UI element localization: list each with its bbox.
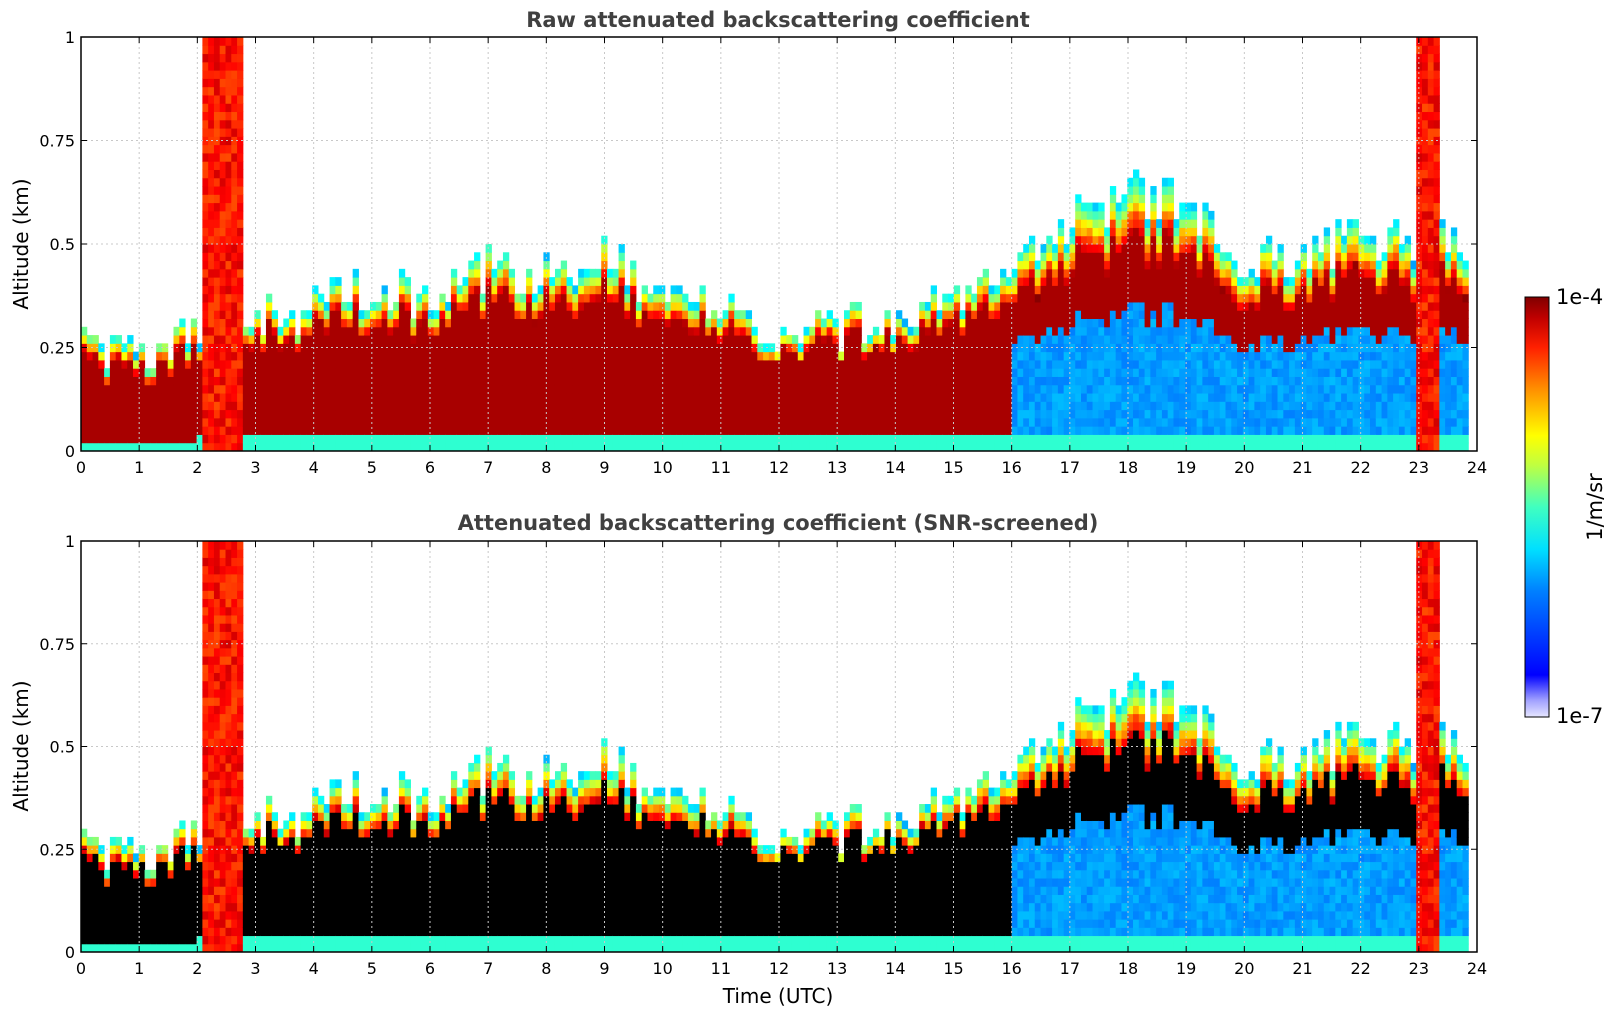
y-axis: 0 0.25 0.5 0.75 1 [39,532,1477,962]
x-tick-label: 10 [652,959,672,978]
x-tick-label: 1 [134,458,144,477]
x-tick-label: 24 [1467,959,1487,978]
y-axis-label: Altitude (km) [9,680,33,811]
y-axis: 0 0.25 0.5 0.75 1 [39,28,1477,461]
heatmap-raw [81,37,1469,452]
x-tick-label: 11 [711,959,731,978]
panel-raw: Raw attenuated backscattering coefficien… [9,8,1487,477]
x-tick-label: 11 [711,458,731,477]
x-tick-label: 23 [1409,959,1429,978]
x-tick-label: 19 [1176,959,1196,978]
x-tick-label: 5 [367,959,377,978]
x-axis: 0 1 2 3 4 5 6 7 8 9 10 11 12 13 14 15 16 17 18 19 20 21 22 23 24 [76,37,1487,477]
x-tick-label: 20 [1234,458,1254,477]
x-tick-label: 7 [483,959,493,978]
x-tick-label: 7 [483,458,493,477]
x-tick-label: 24 [1467,458,1487,477]
x-tick-label: 12 [769,458,789,477]
grid [81,37,1477,451]
x-tick-label: 6 [425,458,435,477]
panel-screened: Attenuated backscattering coefficient (S… [9,511,1487,1008]
x-tick-label: 12 [769,959,789,978]
x-tick-label: 5 [367,458,377,477]
x-tick-label: 15 [943,959,963,978]
x-tick-label: 13 [827,959,847,978]
y-axis-label: Altitude (km) [9,178,33,309]
y-tick-label: 1 [65,28,75,47]
x-tick-label: 14 [885,959,905,978]
x-tick-label: 17 [1060,458,1080,477]
x-tick-label: 18 [1118,458,1138,477]
x-tick-label: 8 [541,959,551,978]
x-tick-label: 0 [76,458,86,477]
x-tick-label: 21 [1292,458,1312,477]
heatmap-screened [81,541,1469,953]
y-tick-label: 0.25 [39,339,75,358]
panel-title: Raw attenuated backscattering coefficien… [526,8,1030,32]
x-tick-label: 17 [1060,959,1080,978]
x-tick-label: 0 [76,959,86,978]
x-tick-label: 9 [599,458,609,477]
x-tick-label: 21 [1292,959,1312,978]
x-tick-label: 18 [1118,959,1138,978]
grid [81,541,1477,952]
x-axis-label: Time (UTC) [722,984,834,1008]
y-tick-label: 0.75 [39,635,75,654]
x-tick-label: 2 [192,959,202,978]
x-tick-label: 3 [250,959,260,978]
x-tick-label: 16 [1001,458,1021,477]
x-tick-label: 1 [134,959,144,978]
x-tick-label: 16 [1001,959,1021,978]
colorbar-scale [1524,296,1550,718]
y-tick-label: 0.25 [39,840,75,859]
y-tick-label: 0.75 [39,132,75,151]
x-tick-label: 14 [885,458,905,477]
x-tick-label: 2 [192,458,202,477]
colorbar-unit-label: 1/m/sr [1583,473,1607,541]
panel-title: Attenuated backscattering coefficient (S… [458,511,1099,535]
colorbar-min-label: 1e-7 [1556,704,1603,728]
colorbar: 1e-4 1e-7 1/m/sr [1524,285,1607,728]
x-tick-label: 4 [309,959,319,978]
x-tick-label: 19 [1176,458,1196,477]
y-tick-label: 1 [65,532,75,551]
y-tick-label: 0 [65,943,75,962]
y-tick-label: 0.5 [50,235,75,254]
x-tick-label: 9 [599,959,609,978]
x-tick-label: 10 [652,458,672,477]
x-tick-label: 13 [827,458,847,477]
x-tick-label: 6 [425,959,435,978]
colorbar-max-label: 1e-4 [1556,285,1603,309]
x-tick-label: 3 [250,458,260,477]
x-tick-label: 20 [1234,959,1254,978]
x-tick-label: 4 [309,458,319,477]
x-tick-label: 8 [541,458,551,477]
x-tick-label: 22 [1350,959,1370,978]
y-tick-label: 0.5 [50,738,75,757]
x-tick-label: 23 [1409,458,1429,477]
x-tick-label: 15 [943,458,963,477]
y-tick-label: 0 [65,442,75,461]
x-tick-label: 22 [1350,458,1370,477]
x-axis: 0 1 2 3 4 5 6 7 8 9 10 11 12 13 14 15 16 17 18 19 20 21 22 23 24 [76,541,1487,978]
